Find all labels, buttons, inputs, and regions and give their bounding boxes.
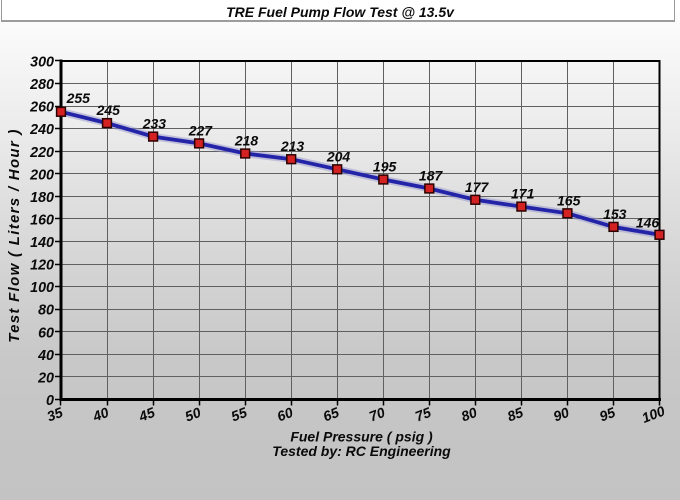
svg-text:220: 220 <box>29 145 54 161</box>
svg-text:100: 100 <box>30 280 54 296</box>
svg-text:60: 60 <box>275 404 295 425</box>
svg-text:171: 171 <box>511 186 535 202</box>
svg-text:85: 85 <box>505 404 525 425</box>
svg-text:60: 60 <box>38 325 54 341</box>
svg-text:40: 40 <box>37 348 54 364</box>
svg-text:200: 200 <box>29 167 54 183</box>
svg-text:35: 35 <box>45 404 65 425</box>
svg-text:240: 240 <box>29 122 54 138</box>
svg-text:65: 65 <box>321 404 341 425</box>
svg-text:Tested by: RC Engineering: Tested by: RC Engineering <box>272 443 451 459</box>
svg-text:75: 75 <box>413 404 433 425</box>
svg-text:195: 195 <box>373 159 397 175</box>
svg-text:177: 177 <box>465 179 490 195</box>
svg-text:80: 80 <box>459 404 479 425</box>
svg-text:245: 245 <box>96 102 121 118</box>
svg-text:218: 218 <box>234 133 259 149</box>
svg-text:140: 140 <box>30 235 54 251</box>
svg-text:70: 70 <box>367 404 387 425</box>
svg-text:120: 120 <box>30 258 54 274</box>
svg-text:160: 160 <box>30 213 54 229</box>
svg-text:55: 55 <box>229 404 249 425</box>
svg-text:95: 95 <box>597 404 617 425</box>
svg-text:Test Flow ( Liters / Hour ): Test Flow ( Liters / Hour ) <box>6 128 23 343</box>
svg-text:90: 90 <box>551 404 571 425</box>
svg-text:0: 0 <box>46 393 54 409</box>
svg-text:187: 187 <box>419 168 444 184</box>
svg-text:80: 80 <box>38 303 54 319</box>
svg-text:153: 153 <box>603 206 627 222</box>
svg-text:50: 50 <box>183 404 203 425</box>
svg-text:227: 227 <box>188 122 214 138</box>
svg-text:233: 233 <box>142 116 167 132</box>
svg-text:280: 280 <box>29 77 54 93</box>
svg-text:100: 100 <box>639 403 667 426</box>
svg-text:300: 300 <box>30 55 54 71</box>
svg-text:204: 204 <box>326 148 351 164</box>
svg-text:40: 40 <box>90 404 111 425</box>
svg-text:146: 146 <box>636 214 660 230</box>
svg-text:165: 165 <box>557 192 581 208</box>
svg-text:260: 260 <box>29 100 54 116</box>
svg-text:255: 255 <box>66 90 91 106</box>
svg-text:213: 213 <box>280 138 305 154</box>
svg-text:180: 180 <box>30 190 54 206</box>
svg-text:45: 45 <box>136 404 157 425</box>
svg-text:Fuel Pressure ( psig ): Fuel Pressure ( psig ) <box>290 429 433 445</box>
svg-text:20: 20 <box>37 370 54 386</box>
